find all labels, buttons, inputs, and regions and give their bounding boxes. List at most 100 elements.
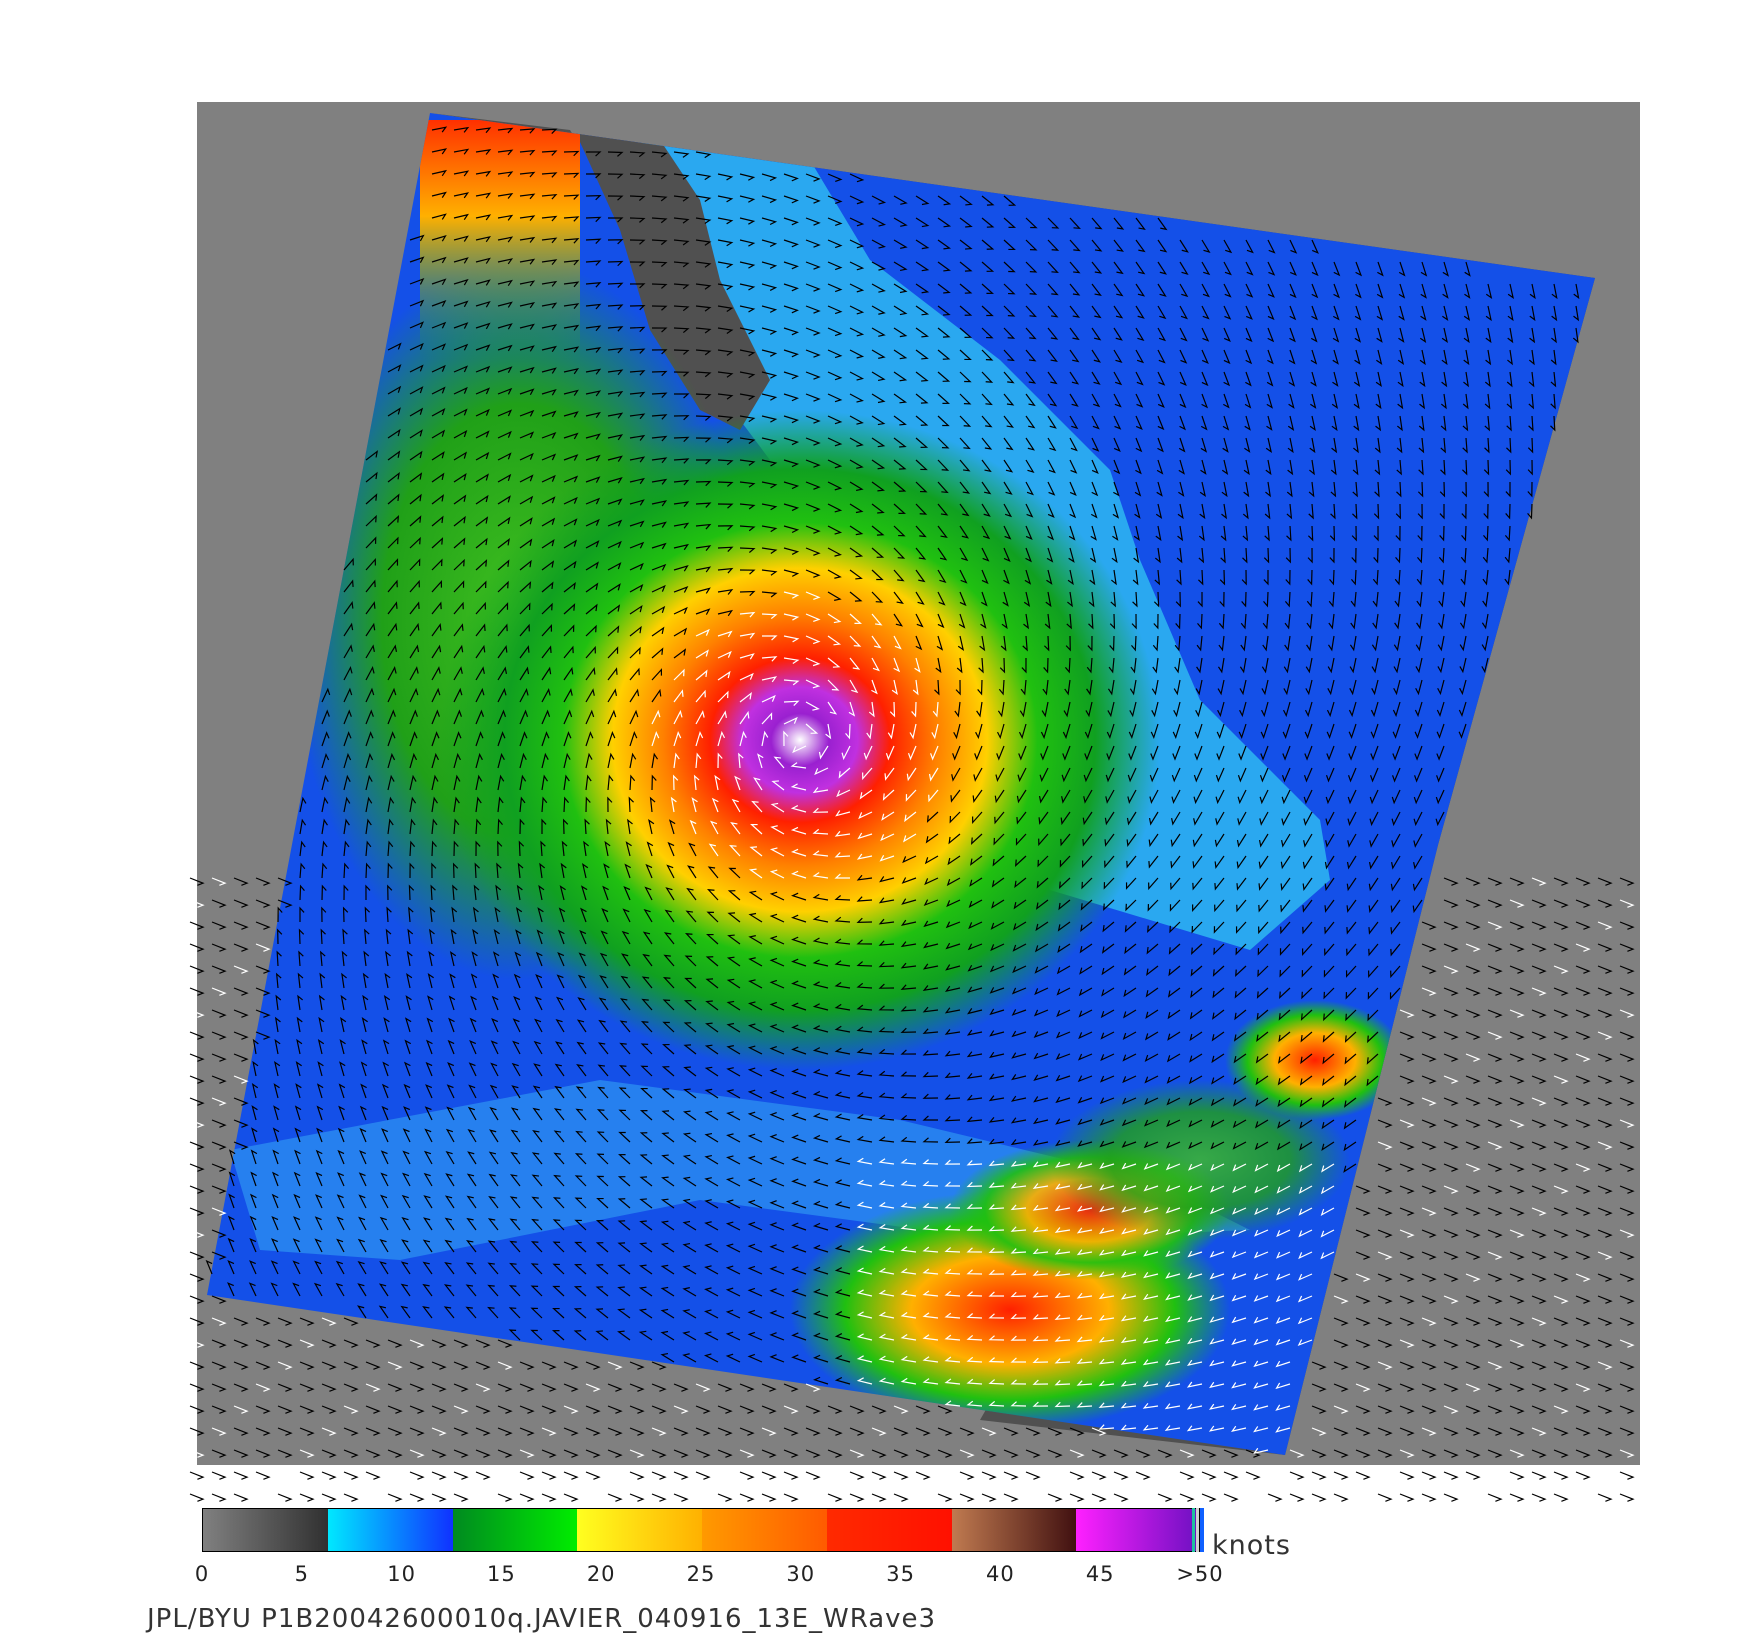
wind-barb	[1223, 1493, 1239, 1502]
wind-barb	[1392, 701, 1401, 718]
wind-barb	[409, 709, 418, 725]
wind-barb	[1242, 525, 1249, 542]
wind-barb	[1134, 481, 1142, 497]
wind-barb	[233, 1119, 249, 1128]
wind-barb	[900, 1202, 917, 1209]
wind-barb	[1619, 1207, 1635, 1216]
wind-barb	[1443, 1427, 1459, 1436]
wind-barb	[704, 1110, 719, 1121]
wind-barb	[805, 305, 821, 314]
wind-barb	[790, 783, 807, 791]
wind-barb	[1157, 1471, 1173, 1480]
wind-barb	[431, 796, 438, 813]
wind-barb	[1575, 1141, 1591, 1150]
wind-barb	[717, 459, 734, 466]
wind-barb	[431, 191, 447, 198]
wind-barb	[673, 648, 687, 659]
wind-barb	[660, 1220, 675, 1231]
wind-barb	[922, 1159, 939, 1165]
wind-barb	[1355, 1405, 1371, 1414]
wind-barb	[1509, 1031, 1525, 1040]
wind-barb	[1399, 1295, 1415, 1304]
wind-barb	[955, 679, 961, 696]
wind-barb	[1143, 1141, 1159, 1149]
wind-barb	[1531, 1009, 1547, 1018]
wind-barb	[999, 657, 1006, 674]
wind-barb	[878, 1136, 895, 1143]
wind-barb	[704, 1243, 719, 1253]
wind-barb	[294, 1127, 302, 1143]
wind-barb	[834, 1047, 851, 1055]
wind-barb	[827, 591, 842, 601]
wind-barb	[1461, 459, 1468, 476]
wind-barb	[1032, 1226, 1049, 1233]
wind-barb	[827, 327, 843, 337]
wind-barb	[1144, 1053, 1159, 1062]
wind-barb	[1439, 525, 1445, 542]
wind-barb	[769, 957, 785, 967]
wind-barb	[1064, 679, 1071, 696]
wind-barb	[409, 1361, 425, 1370]
wind-barb	[1212, 965, 1225, 977]
wind-barb	[563, 731, 572, 747]
wind-barb	[321, 818, 328, 835]
wind-barb	[871, 503, 885, 514]
wind-barb	[453, 494, 467, 505]
wind-barb	[1299, 1119, 1313, 1130]
wind-barb	[1168, 965, 1181, 977]
wind-barb	[1421, 1075, 1437, 1084]
wind-barb	[1553, 1493, 1569, 1502]
wind-barb	[595, 1286, 609, 1297]
wind-barb	[695, 1383, 711, 1392]
wind-barb	[607, 455, 623, 462]
wind-barb	[1231, 1273, 1247, 1280]
wind-barb	[1174, 657, 1181, 674]
wind-barb	[893, 635, 902, 650]
wind-barb	[849, 591, 863, 602]
wind-barb	[1059, 855, 1071, 868]
wind-barb	[878, 1180, 895, 1187]
wind-barb	[1439, 503, 1445, 520]
wind-barb	[211, 1075, 227, 1084]
wind-barb	[519, 431, 535, 439]
wind-barb	[519, 623, 530, 637]
wind-barb	[856, 1289, 873, 1297]
wind-barb	[812, 850, 829, 857]
wind-barb	[1619, 1119, 1635, 1128]
wind-barb	[1047, 503, 1055, 519]
wind-barb	[387, 1493, 403, 1502]
wind-barb	[189, 943, 205, 952]
wind-barb	[509, 1262, 521, 1275]
wind-barb	[1619, 1383, 1635, 1392]
wind-barb	[189, 921, 205, 930]
wind-barb	[1132, 591, 1138, 608]
wind-barb	[620, 998, 631, 1011]
wind-barb	[409, 1405, 425, 1414]
wind-barb	[791, 1024, 807, 1033]
wind-barb	[1245, 261, 1254, 276]
wind-barb	[726, 956, 741, 967]
wind-barb	[555, 1041, 565, 1055]
wind-barb	[990, 921, 1005, 930]
wind-barb	[1553, 1185, 1569, 1194]
wind-barb	[1465, 1163, 1481, 1172]
wind-barb	[981, 569, 989, 585]
wind-barb	[1575, 1207, 1591, 1216]
wind-barb	[541, 215, 558, 222]
wind-barb	[402, 1128, 411, 1143]
wind-barb	[673, 668, 685, 681]
wind-barb	[552, 1285, 565, 1297]
wind-barb	[431, 408, 446, 417]
wind-barb	[277, 899, 293, 908]
wind-barb	[1254, 1185, 1269, 1194]
wind-barb	[406, 972, 413, 989]
wind-barb	[387, 342, 402, 351]
wind-barb	[422, 1283, 433, 1297]
wind-barb	[475, 149, 492, 155]
wind-barb	[1305, 679, 1313, 696]
wind-barb	[686, 887, 697, 901]
wind-barb	[812, 1047, 829, 1055]
wind-barb	[812, 915, 829, 923]
wind-barb	[1255, 1097, 1269, 1107]
wind-barb	[1355, 261, 1363, 277]
